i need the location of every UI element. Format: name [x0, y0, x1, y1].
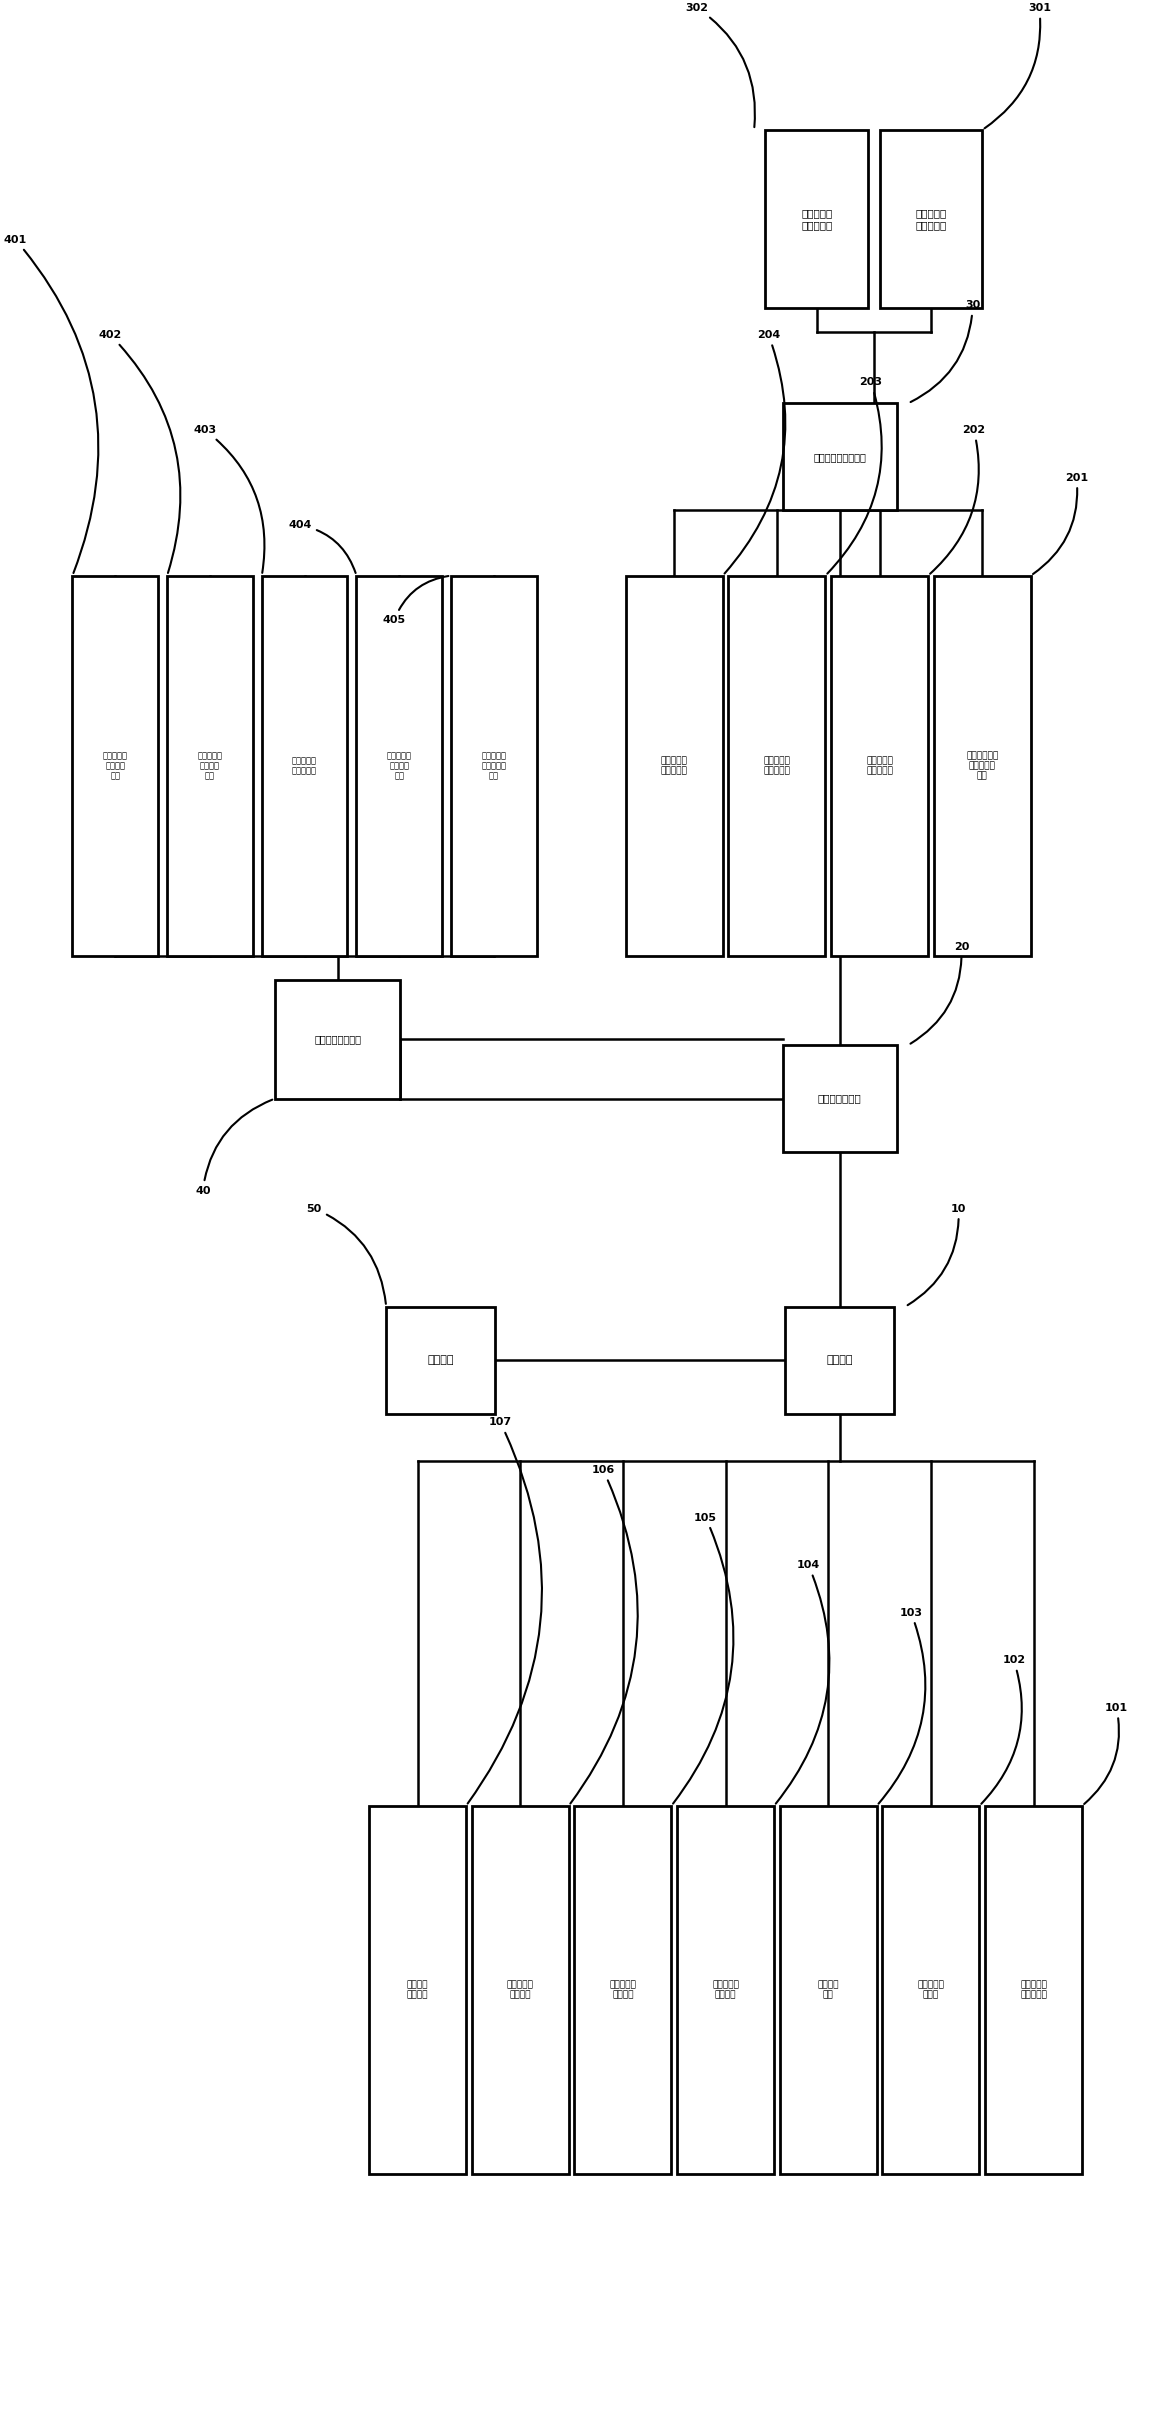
- Text: 106: 106: [570, 1465, 638, 1803]
- Text: 405: 405: [382, 577, 449, 625]
- Text: 液面自动检
测控制装置: 液面自动检 测控制装置: [801, 208, 833, 229]
- Text: 循环步进驱
动控制装置: 循环步进驱 动控制装置: [1020, 1981, 1047, 2000]
- Text: 102: 102: [982, 1655, 1025, 1805]
- Text: 制动位置控
制装置: 制动位置控 制装置: [918, 1981, 944, 2000]
- FancyBboxPatch shape: [883, 1805, 979, 2174]
- FancyBboxPatch shape: [780, 1805, 877, 2174]
- Text: 403: 403: [194, 425, 265, 572]
- Text: 加液控制与
驱动装置: 加液控制与 驱动装置: [610, 1981, 637, 2000]
- FancyBboxPatch shape: [677, 1805, 774, 2174]
- Text: 203: 203: [828, 376, 883, 574]
- FancyBboxPatch shape: [357, 577, 442, 956]
- FancyBboxPatch shape: [72, 577, 157, 956]
- Text: 主计算机: 主计算机: [827, 1356, 852, 1366]
- FancyBboxPatch shape: [831, 577, 928, 956]
- Text: 104: 104: [775, 1561, 829, 1803]
- Text: 光栅位置与运
动控制接收
装置: 光栅位置与运 动控制接收 装置: [967, 750, 998, 782]
- Text: 202: 202: [930, 425, 985, 574]
- FancyBboxPatch shape: [575, 1805, 672, 2174]
- Text: 101: 101: [1084, 1704, 1128, 1805]
- Text: 402: 402: [99, 331, 181, 572]
- FancyBboxPatch shape: [472, 1805, 569, 2174]
- FancyBboxPatch shape: [786, 1305, 894, 1414]
- FancyBboxPatch shape: [262, 577, 347, 956]
- Text: 干片仓步进
控制驱动
装置: 干片仓步进 控制驱动 装置: [387, 750, 412, 782]
- Text: 103: 103: [878, 1607, 926, 1803]
- Text: 401: 401: [3, 234, 98, 572]
- FancyBboxPatch shape: [275, 980, 400, 1098]
- FancyBboxPatch shape: [729, 577, 826, 956]
- FancyBboxPatch shape: [782, 1045, 897, 1151]
- Text: 环境温度控制计算机: 环境温度控制计算机: [813, 451, 866, 461]
- Text: 图像步进控
制驱动装置: 图像步进控 制驱动装置: [293, 755, 317, 775]
- Text: 干片仓储送
片控制装置: 干片仓储送 片控制装置: [915, 208, 947, 229]
- Text: 液路系统步
进控制驱动
装置: 液路系统步 进控制驱动 装置: [482, 750, 506, 782]
- Text: 20: 20: [911, 941, 969, 1045]
- FancyBboxPatch shape: [934, 577, 1031, 956]
- FancyBboxPatch shape: [370, 1805, 466, 2174]
- Text: 204: 204: [724, 331, 786, 574]
- FancyBboxPatch shape: [451, 577, 536, 956]
- FancyBboxPatch shape: [879, 130, 982, 309]
- FancyBboxPatch shape: [765, 130, 869, 309]
- Text: 图像处理计算机: 图像处理计算机: [817, 1093, 862, 1103]
- FancyBboxPatch shape: [167, 577, 253, 956]
- FancyBboxPatch shape: [386, 1305, 494, 1414]
- FancyBboxPatch shape: [782, 403, 897, 509]
- Text: 恒温控制
装置: 恒温控制 装置: [817, 1981, 840, 2000]
- FancyBboxPatch shape: [985, 1805, 1082, 2174]
- Text: 404: 404: [288, 521, 356, 572]
- Text: 40: 40: [195, 1100, 273, 1197]
- Text: 系统驱动与
控制装置: 系统驱动与 控制装置: [507, 1981, 534, 2000]
- Text: 301: 301: [984, 2, 1051, 128]
- Text: 环境温度控
制接收装置: 环境温度控 制接收装置: [866, 755, 893, 775]
- Text: 107: 107: [468, 1416, 542, 1803]
- Text: 302: 302: [686, 2, 754, 128]
- Text: 30: 30: [911, 299, 981, 403]
- Text: 回转步进控
制接收装置: 回转步进控 制接收装置: [661, 755, 688, 775]
- Text: 反馈装置: 反馈装置: [427, 1356, 454, 1366]
- Text: 转盘驱动与
控制装置: 转盘驱动与 控制装置: [712, 1981, 739, 2000]
- Text: 50: 50: [307, 1204, 386, 1303]
- Text: 子发射控制计算机: 子发射控制计算机: [314, 1035, 361, 1045]
- Text: 201: 201: [1033, 473, 1088, 574]
- FancyBboxPatch shape: [626, 577, 723, 956]
- Text: 标本架步进
控制驱动
装置: 标本架步进 控制驱动 装置: [103, 750, 128, 782]
- Text: 10: 10: [907, 1204, 967, 1305]
- Text: 定位开关
控制装置: 定位开关 控制装置: [407, 1981, 428, 2000]
- Text: 液位位置控
制接收装置: 液位位置控 制接收装置: [764, 755, 791, 775]
- Text: 105: 105: [673, 1513, 733, 1803]
- Text: 干片仓步进
控制驱动
装置: 干片仓步进 控制驱动 装置: [197, 750, 223, 782]
